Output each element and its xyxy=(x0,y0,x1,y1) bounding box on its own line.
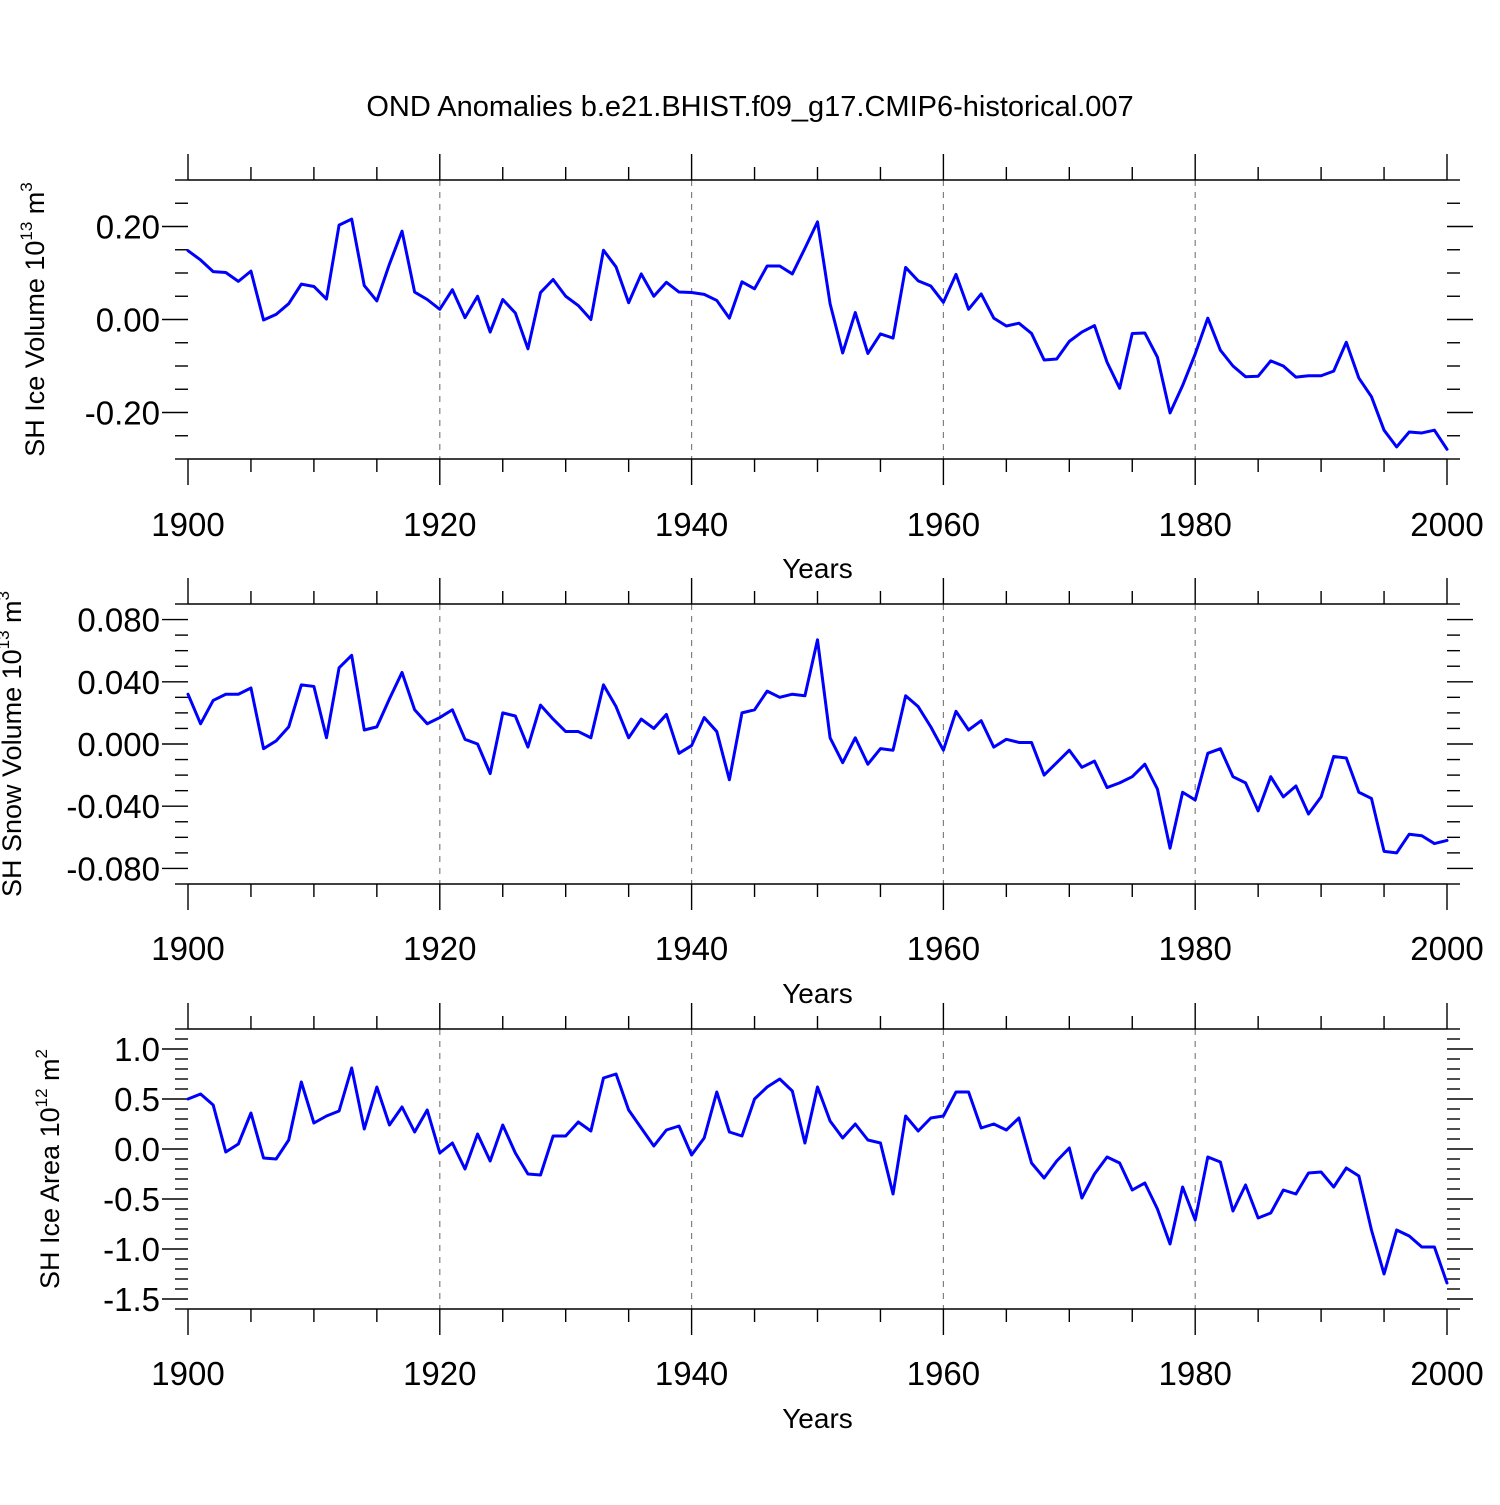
x-tick-label-1940: 1940 xyxy=(655,930,728,967)
x-tick-label-1940: 1940 xyxy=(655,1355,728,1392)
y-axis-label-unit: m xyxy=(20,192,50,222)
x-axis-label: Years xyxy=(782,553,853,584)
y-axis-label-exponent: 12 xyxy=(32,1088,51,1107)
y-tick-label: 0.0 xyxy=(114,1131,160,1168)
y-axis-label-unit-exponent: 2 xyxy=(32,1049,51,1058)
y-axis-label: SH Snow Volume 1013 m3 xyxy=(0,591,27,897)
y-tick-label: 1.0 xyxy=(114,1031,160,1068)
panel-2: -0.080 -0.040 0.000 0.040 0.080 1900 1920 1940 1… xyxy=(0,578,1484,1009)
x-tick-label-1940: 1940 xyxy=(655,506,728,543)
y-axis-label-unit-exponent: 3 xyxy=(0,591,13,600)
x-axis-label: Years xyxy=(782,978,853,1009)
panel-1: -0.20 0.00 0.20 1900 1920 1940 1960 1980 2000 Yea… xyxy=(17,154,1484,584)
figure-title: OND Anomalies b.e21.BHIST.f09_g17.CMIP6-… xyxy=(366,91,1133,123)
x-tick-label-1960: 1960 xyxy=(907,1355,980,1392)
y-axis-label-main: SH Snow Volume 10 xyxy=(0,649,27,897)
y-axis-label-exponent: 13 xyxy=(0,630,13,649)
x-tick-label-2000: 2000 xyxy=(1410,930,1483,967)
y-tick-label: 0.00 xyxy=(96,302,160,339)
y-axis-label-main: SH Ice Area 10 xyxy=(35,1107,65,1289)
y-tick-label: -1.5 xyxy=(103,1281,160,1318)
y-axis-label-exponent: 13 xyxy=(17,222,36,241)
x-tick-label-1960: 1960 xyxy=(907,930,980,967)
y-tick-label: 0.000 xyxy=(77,726,160,763)
y-tick-label: -0.20 xyxy=(85,395,160,432)
y-tick-label: 0.040 xyxy=(77,664,160,701)
y-tick-label: -0.080 xyxy=(66,850,160,887)
series-line-sh-ice-area xyxy=(186,1066,1449,1285)
y-tick-label: 0.20 xyxy=(96,209,160,246)
x-tick-label-1960: 1960 xyxy=(907,506,980,543)
x-tick-label-1920: 1920 xyxy=(403,506,476,543)
y-tick-label: 0.5 xyxy=(114,1081,160,1118)
panel-3: -1.5 -1.0 -0.5 0.0 0.5 1.0 1900 1920 1940 1960 198… xyxy=(32,1003,1484,1434)
series-line-sh-ice-volume xyxy=(186,217,1449,451)
y-tick-label: -0.040 xyxy=(66,788,160,825)
x-tick-label-1900: 1900 xyxy=(151,930,224,967)
x-tick-label-2000: 2000 xyxy=(1410,1355,1483,1392)
x-tick-label-1920: 1920 xyxy=(403,930,476,967)
x-tick-label-1900: 1900 xyxy=(151,1355,224,1392)
series-line-sh-snow-volume xyxy=(186,638,1449,855)
x-tick-label-1900: 1900 xyxy=(151,506,224,543)
y-tick-label: -0.5 xyxy=(103,1181,160,1218)
x-tick-label-2000: 2000 xyxy=(1410,506,1483,543)
y-axis-label-unit-exponent: 3 xyxy=(17,182,36,191)
y-axis-label-unit: m xyxy=(0,600,27,630)
x-axis-label: Years xyxy=(782,1403,853,1434)
x-tick-label-1980: 1980 xyxy=(1158,930,1231,967)
y-axis-label-main: SH Ice Volume 10 xyxy=(20,241,50,457)
x-tick-label-1980: 1980 xyxy=(1158,506,1231,543)
y-axis-label: SH Ice Area 1012 m2 xyxy=(32,1049,65,1289)
y-axis-label-unit: m xyxy=(35,1058,65,1088)
y-tick-label: -1.0 xyxy=(103,1231,160,1268)
x-tick-label-1980: 1980 xyxy=(1158,1355,1231,1392)
y-axis-label: SH Ice Volume 1013 m3 xyxy=(17,182,50,457)
y-tick-label: 0.080 xyxy=(77,602,160,639)
x-tick-label-1920: 1920 xyxy=(403,1355,476,1392)
